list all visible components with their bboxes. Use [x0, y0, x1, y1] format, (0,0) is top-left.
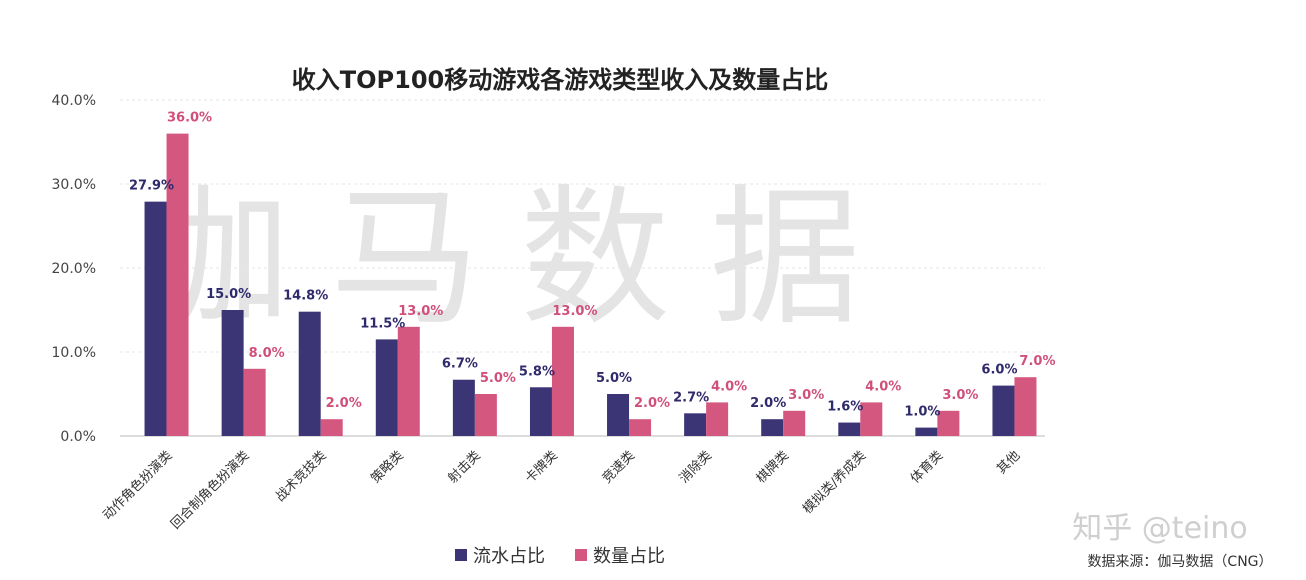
bar-count-share	[937, 410, 960, 436]
data-label-count-share: 7.0%	[1019, 354, 1055, 369]
data-label-revenue-share: 5.0%	[596, 371, 632, 386]
data-label-count-share: 5.0%	[480, 371, 516, 386]
legend-label-revenue-share: 流水占比	[473, 546, 545, 567]
legend: 流水占比 数量占比	[455, 546, 665, 567]
bar-count-share	[166, 133, 189, 436]
legend-label-count-share: 数量占比	[593, 546, 665, 567]
bar-revenue-share	[838, 422, 861, 436]
bar-revenue-share	[375, 339, 398, 436]
x-category-label: 模拟类/养成类	[800, 448, 870, 518]
bar-count-share	[243, 368, 266, 436]
data-label-revenue-share: 1.0%	[904, 405, 940, 420]
data-label-revenue-share: 11.5%	[360, 316, 405, 331]
legend-swatch-revenue-share	[455, 549, 467, 561]
bar-count-share	[474, 394, 497, 436]
data-label-revenue-share: 2.0%	[750, 396, 786, 411]
x-category-label: 动作角色扮演类	[100, 448, 176, 524]
data-label-revenue-share: 15.0%	[206, 287, 251, 302]
bar-revenue-share	[452, 379, 475, 436]
y-tick-label: 20.0%	[52, 261, 96, 277]
x-category-label: 棋牌类	[753, 448, 792, 487]
bar-count-share	[629, 419, 652, 436]
y-axis-ticks: 40.0% 30.0% 20.0% 10.0% 0.0%	[52, 93, 96, 445]
data-label-count-share: 8.0%	[249, 346, 285, 361]
data-label-count-share: 4.0%	[711, 379, 747, 394]
bar-revenue-share	[915, 427, 938, 436]
bar-revenue-share	[221, 310, 244, 436]
bar-count-share	[783, 410, 806, 436]
data-label-count-share: 3.0%	[788, 388, 824, 403]
x-category-label: 消除类	[677, 448, 715, 486]
x-category-label: 策略类	[368, 448, 407, 487]
data-label-revenue-share: 1.6%	[827, 400, 863, 415]
bar-count-share	[706, 402, 729, 436]
chart-title: 收入TOP100移动游戏各游戏类型收入及数量占比	[292, 66, 828, 94]
bar-revenue-share	[144, 201, 167, 436]
data-label-count-share: 3.0%	[942, 388, 978, 403]
y-tick-label: 0.0%	[60, 429, 96, 445]
bar-revenue-share	[298, 311, 321, 436]
zhihu-watermark: 知乎 @teino	[1072, 511, 1247, 546]
x-category-label: 战术竞技类	[272, 448, 329, 505]
data-label-count-share: 13.0%	[398, 304, 443, 319]
data-label-count-share: 2.0%	[634, 396, 670, 411]
bar-count-share	[397, 326, 420, 436]
data-label-count-share: 4.0%	[865, 379, 901, 394]
x-category-label: 射击类	[445, 448, 484, 487]
x-category-label: 体育类	[907, 448, 946, 487]
data-label-revenue-share: 27.9%	[129, 179, 174, 194]
data-label-revenue-share: 6.7%	[442, 357, 478, 372]
bar-revenue-share	[607, 394, 630, 436]
data-label-count-share: 13.0%	[552, 304, 597, 319]
bar-revenue-share	[761, 419, 784, 436]
x-category-label: 其他	[994, 448, 1023, 477]
x-category-label: 卡牌类	[522, 448, 561, 487]
data-label-count-share: 36.0%	[167, 111, 212, 126]
watermark-text: 伽马数据	[140, 172, 900, 346]
data-source: 数据来源：伽马数据（CNG）	[1087, 554, 1272, 570]
y-tick-label: 10.0%	[52, 345, 96, 361]
bar-revenue-share	[992, 385, 1015, 436]
bar-count-share	[1014, 377, 1037, 436]
y-tick-label: 30.0%	[52, 177, 96, 193]
data-label-revenue-share: 6.0%	[981, 363, 1017, 378]
gridlines	[120, 99, 1045, 437]
bars	[144, 133, 1037, 436]
bar-revenue-share	[529, 387, 552, 436]
x-category-label: 竞速类	[599, 448, 638, 487]
bar-count-share	[320, 419, 343, 436]
data-label-revenue-share: 14.8%	[283, 289, 328, 304]
bar-count-share	[551, 326, 574, 436]
legend-swatch-count-share	[575, 549, 587, 561]
data-label-revenue-share: 2.7%	[673, 390, 709, 405]
data-label-count-share: 2.0%	[326, 396, 362, 411]
x-category-label: 回合制角色扮演类	[168, 448, 253, 533]
data-label-revenue-share: 5.8%	[519, 364, 555, 379]
bar-count-share	[860, 402, 883, 436]
y-tick-label: 40.0%	[52, 93, 96, 109]
bar-revenue-share	[684, 413, 707, 436]
data-labels: 27.9%36.0%15.0%8.0%14.8%2.0%11.5%13.0%6.…	[129, 111, 1056, 420]
